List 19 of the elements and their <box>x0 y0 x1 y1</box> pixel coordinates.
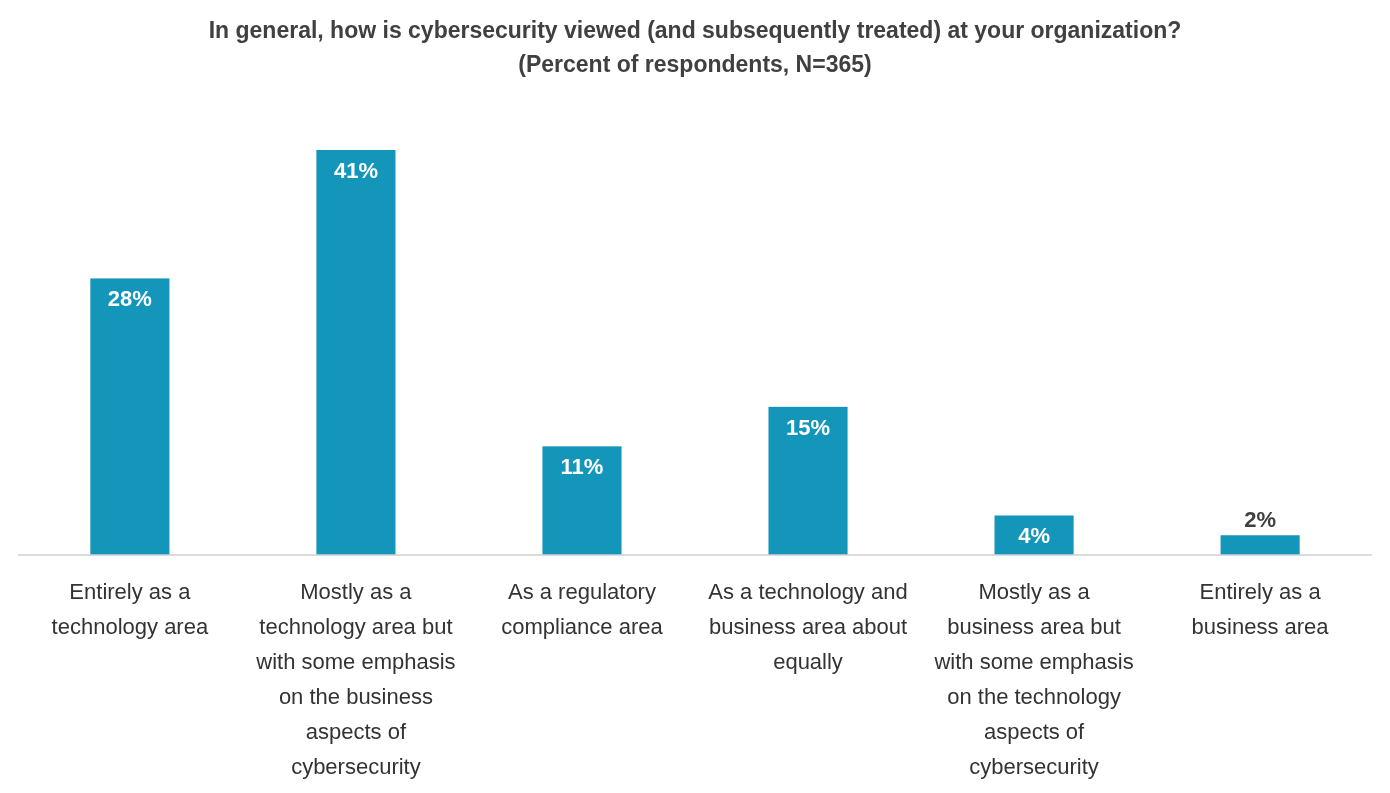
data-label: 28% <box>107 286 152 312</box>
x-tick-label: As a regulatory compliance area <box>501 579 664 639</box>
data-label: 4% <box>1018 523 1050 549</box>
bar <box>316 150 396 555</box>
x-tick-label: Entirely as a technology area <box>51 579 209 639</box>
x-tick-label: Mostly as a business area but with some emphasis on the technology aspects of cybersecurity <box>933 579 1134 779</box>
bar <box>768 406 848 555</box>
bar <box>542 446 622 555</box>
bar <box>1220 535 1300 555</box>
x-tick-label: Mostly as a technology area but with some emphasis on the business aspects of cybersecurity <box>255 579 456 779</box>
data-label: 15% <box>786 414 831 440</box>
data-label: 2% <box>1244 507 1277 533</box>
x-tick-label: As a technology and business area about equally <box>708 579 908 674</box>
chart-title: In general, how is cybersecurity viewed (and subsequently treated) at your organization? <box>208 17 1182 43</box>
bar <box>90 278 170 555</box>
x-tick-label: Entirely as a business area <box>1191 579 1330 639</box>
data-label: 11% <box>560 454 604 480</box>
chart-subtitle: (Percent of respondents, N=365) <box>518 51 872 77</box>
data-label: 41% <box>333 158 378 183</box>
